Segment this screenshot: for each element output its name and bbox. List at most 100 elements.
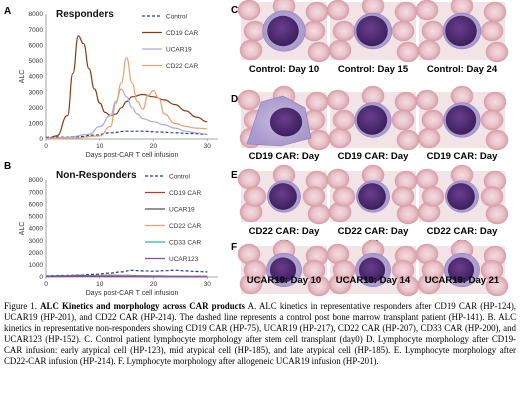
legend-entry: CD19 CAR xyxy=(169,190,201,197)
micrograph-image xyxy=(326,239,420,297)
lymphocyte-nucleus xyxy=(269,183,297,210)
x-tick-label: 30 xyxy=(204,143,212,150)
y-tick-label: 8000 xyxy=(29,11,44,18)
red-blood-cell xyxy=(307,41,331,63)
lymphocyte-nucleus xyxy=(356,105,388,135)
lymphocyte-nucleus xyxy=(269,257,297,283)
panel-a: A Responders 0 1000 2000 3000 4000 5000 6000 70… xyxy=(4,6,218,159)
panel-b: B Non-Responders 0 1000 2000 3000 4000 5000 60… xyxy=(4,161,218,297)
red-blood-cell xyxy=(391,20,415,42)
micrograph-caption: CD19 CAR: Day xyxy=(249,151,320,162)
figure-caption: Figure 1. ALC Kinetics and morphology ac… xyxy=(4,301,516,368)
y-axis-label: ALC xyxy=(19,222,26,236)
x-tick-label: 10 xyxy=(96,281,104,288)
micrograph-image xyxy=(415,0,509,63)
red-blood-cell xyxy=(421,186,445,207)
red-blood-cell xyxy=(302,186,326,207)
red-blood-cell xyxy=(332,109,356,131)
x-tick-label: 30 xyxy=(204,281,212,288)
panel-a-label: A xyxy=(4,6,11,17)
micrograph-image xyxy=(415,239,509,297)
micrograph-caption: CD22 CAR: Day xyxy=(427,226,498,237)
red-blood-cell xyxy=(391,109,415,131)
red-blood-cell xyxy=(415,0,439,21)
y-tick-label: 5000 xyxy=(29,58,44,65)
micrograph-caption: CD22 CAR: Day xyxy=(249,226,320,237)
red-blood-cell xyxy=(480,259,504,281)
red-blood-cell xyxy=(391,259,415,281)
red-blood-cell xyxy=(328,127,352,149)
micro-row-label: E xyxy=(231,170,238,181)
red-blood-cell xyxy=(394,1,418,23)
red-blood-cell xyxy=(485,41,509,63)
legend-entry: UCAR19 xyxy=(169,206,195,213)
red-blood-cell xyxy=(302,259,326,281)
panel-b-title: Non-Responders xyxy=(56,170,137,181)
red-blood-cell xyxy=(415,89,439,111)
lymphocyte-nucleus xyxy=(445,105,477,135)
legend-entry: CD33 CAR xyxy=(169,239,201,246)
red-blood-cell xyxy=(332,259,356,281)
micrograph-caption: Control: Day 15 xyxy=(338,64,409,75)
red-blood-cell xyxy=(480,20,504,42)
series-line-control xyxy=(45,130,208,138)
red-blood-cell xyxy=(305,91,329,113)
x-tick-label: 20 xyxy=(150,143,158,150)
red-blood-cell xyxy=(396,41,420,63)
red-blood-cell xyxy=(394,91,418,113)
red-blood-cell xyxy=(239,39,263,61)
micrograph-caption: Control: Day 24 xyxy=(427,64,498,75)
micro-row-label: C xyxy=(231,5,238,16)
y-tick-label: 2000 xyxy=(29,105,44,112)
series-line-ucar123 xyxy=(45,275,208,278)
legend-entry: Control xyxy=(169,173,191,180)
legend-entry: CD19 CAR xyxy=(166,30,198,37)
x-axis-label: Days post-CAR T cell infusion xyxy=(86,152,179,159)
legend-entry: CD22 CAR xyxy=(169,223,201,230)
lymphocyte-nucleus xyxy=(358,257,386,283)
micrograph-caption: CD19 CAR: Day xyxy=(427,151,498,162)
y-tick-label: 6000 xyxy=(29,201,44,208)
red-blood-cell xyxy=(237,89,261,111)
red-blood-cell xyxy=(328,39,352,61)
micrograph-caption: Control: Day 10 xyxy=(249,64,319,75)
red-blood-cell xyxy=(483,1,507,23)
micrograph-image xyxy=(237,0,331,63)
legend-entry: UCAR19 xyxy=(166,46,192,53)
y-tick-label: 4000 xyxy=(29,74,44,81)
micrograph-caption: UCAR19: Day 21 xyxy=(425,275,500,286)
legend-entry: UCAR123 xyxy=(169,256,199,263)
red-blood-cell xyxy=(243,259,267,281)
y-tick-label: 3000 xyxy=(29,89,44,96)
chart-b: 0 1000 2000 3000 4000 5000 6000 7000 8000 0 10 20 30… xyxy=(19,173,218,297)
red-blood-cell xyxy=(415,168,439,190)
micrograph-caption: UCAR19: Day 10 xyxy=(247,275,321,286)
red-blood-cell xyxy=(302,20,326,42)
micrograph-image xyxy=(326,164,420,225)
micrograph-image xyxy=(237,85,331,151)
red-blood-cell xyxy=(396,203,420,225)
red-blood-cell xyxy=(237,0,261,21)
red-blood-cell xyxy=(480,109,504,131)
red-blood-cell xyxy=(391,186,415,207)
lymphocyte-nucleus xyxy=(269,107,303,137)
lymphocyte-nucleus xyxy=(267,15,299,47)
red-blood-cell xyxy=(307,129,331,151)
red-blood-cell xyxy=(480,186,504,207)
micrograph-image xyxy=(326,0,420,63)
micrograph-image xyxy=(237,164,331,225)
y-tick-label: 8000 xyxy=(29,177,44,184)
y-tick-label: 1000 xyxy=(29,262,44,269)
micrograph-image xyxy=(326,85,420,151)
y-tick-label: 0 xyxy=(39,136,43,143)
lymphocyte-nucleus xyxy=(445,15,477,47)
red-blood-cell xyxy=(332,20,356,42)
lymphocyte-nucleus xyxy=(447,183,475,210)
y-tick-label: 3000 xyxy=(29,238,44,245)
red-blood-cell xyxy=(326,168,350,190)
red-blood-cell xyxy=(243,186,267,207)
caption-lead: Figure 1. xyxy=(4,301,41,311)
caption-bold: ALC Kinetics and morphology across CAR p… xyxy=(40,301,246,311)
red-blood-cell xyxy=(421,109,445,131)
y-tick-label: 4000 xyxy=(29,226,44,233)
